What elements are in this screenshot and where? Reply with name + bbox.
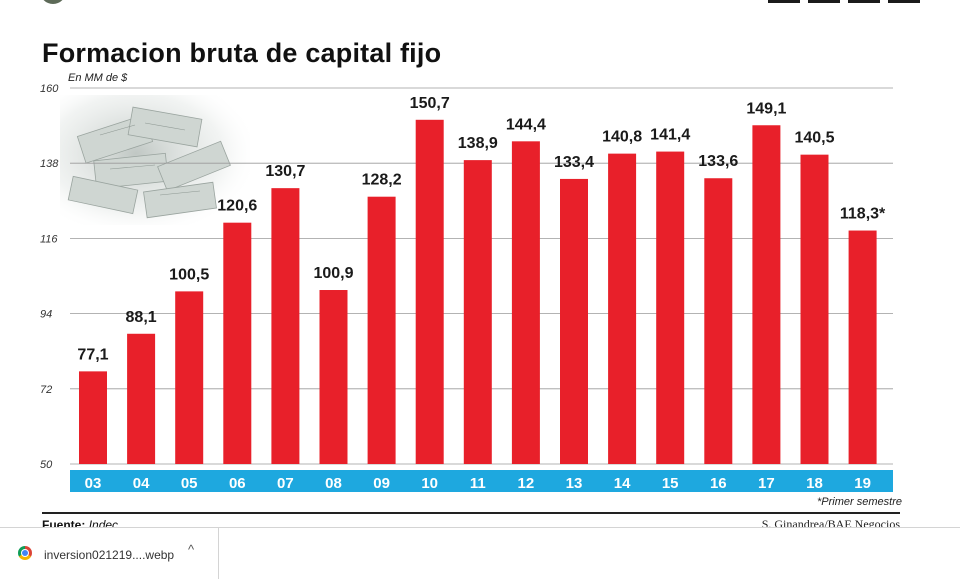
bar [608,154,636,464]
bar [849,231,877,464]
y-tick-label: 160 [40,83,59,95]
bar [175,291,203,464]
x-tick-label: 03 [85,475,102,492]
data-label: 100,5 [169,266,209,283]
bar [79,371,107,464]
data-label: 88,1 [126,309,157,326]
data-label: 140,5 [794,130,834,147]
footnote: *Primer semestre [817,496,902,508]
x-tick-label: 17 [758,475,775,492]
data-label: 128,2 [362,172,402,189]
y-tick-label: 50 [40,459,53,471]
x-tick-label: 15 [662,475,679,492]
data-label: 77,1 [77,346,108,363]
x-tick-label: 04 [133,475,150,492]
data-label: 141,4 [650,127,690,144]
data-label: 133,6 [698,153,738,170]
footer-rule [42,512,900,514]
bar [320,290,348,464]
data-label: 130,7 [265,163,305,180]
data-label: 120,6 [217,198,257,215]
x-tick-label: 09 [373,475,390,492]
bar [801,155,829,464]
bar [368,197,396,464]
bar [271,188,299,464]
data-label: 140,8 [602,129,642,146]
x-tick-label: 07 [277,475,294,492]
bar [127,334,155,464]
bar [223,223,251,464]
bar [512,141,540,464]
data-label: 149,1 [746,100,786,117]
data-label: 118,3* [840,206,886,223]
download-item[interactable]: inversion021219....webp ^ [0,528,219,579]
download-bar: inversion021219....webp ^ [0,527,960,579]
bars-layer [79,120,877,464]
x-tick-label: 08 [325,475,342,492]
x-tick-label: 14 [614,475,631,492]
x-tick-label: 05 [181,475,198,492]
x-tick-label: 19 [854,475,871,492]
bar [416,120,444,464]
x-tick-label: 13 [566,475,583,492]
y-tick-label: 72 [40,384,52,396]
bar-chart: 77,1 88,1 100,5 120,6 130,7 100,9 128,2 150,7 13… [0,0,960,500]
bar [560,179,588,464]
data-label: 150,7 [410,95,450,112]
y-tick-label: 94 [40,309,52,321]
x-tick-label: 12 [518,475,535,492]
x-tick-label: 11 [470,475,486,492]
chrome-icon [18,546,32,560]
x-tick-label: 06 [229,475,246,492]
y-tick-label: 116 [40,233,58,245]
bar [464,160,492,464]
data-label: 138,9 [458,135,498,152]
download-file-name[interactable]: inversion021219....webp [44,548,174,562]
chevron-up-icon[interactable]: ^ [188,542,194,557]
tick-labels-layer: 5072941161381600304050607080910111213141… [40,83,871,492]
x-tick-label: 16 [710,475,727,492]
bar [656,152,684,464]
bar [752,125,780,464]
bar [704,178,732,464]
x-tick-label: 10 [421,475,438,492]
x-tick-label: 18 [806,475,823,492]
data-label: 133,4 [554,154,594,171]
data-label: 100,9 [313,265,353,282]
data-label: 144,4 [506,116,546,133]
y-tick-label: 138 [40,158,59,170]
